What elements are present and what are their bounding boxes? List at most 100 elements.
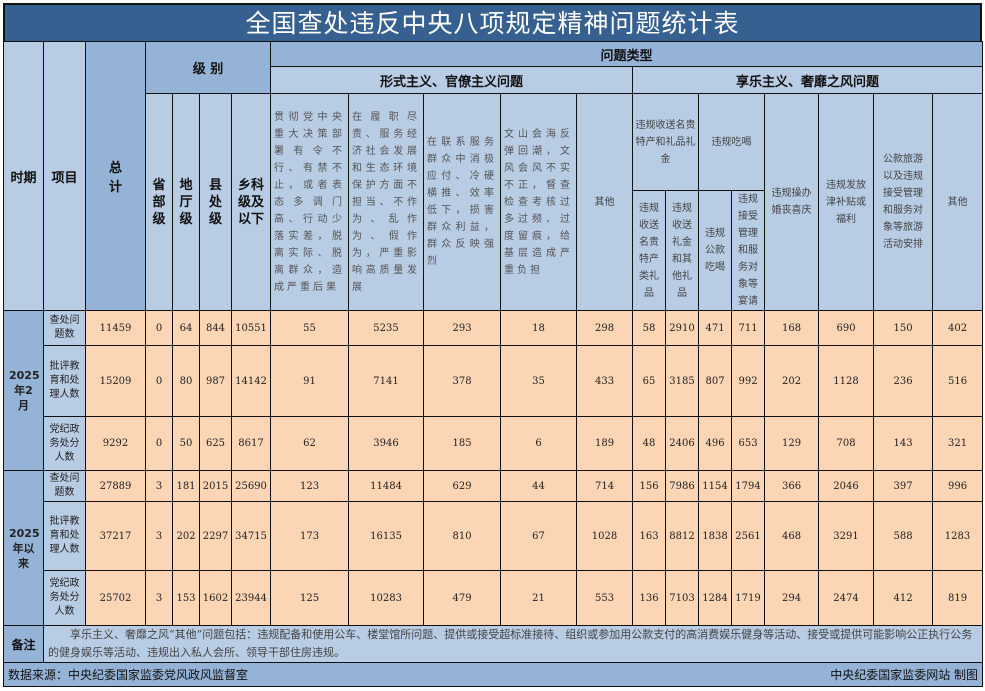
data-cell: 5235: [348, 310, 425, 346]
data-cell: 2561: [731, 501, 766, 571]
data-cell: 711: [731, 310, 766, 346]
data-cell: 16135: [348, 501, 425, 571]
data-cell: 10283: [348, 570, 425, 626]
header-other-col-3: 其他: [932, 93, 984, 311]
data-cell: 378: [423, 345, 502, 417]
table-title: 全国查处违反中央八项规定精神问题统计表: [3, 3, 982, 41]
data-cell: 173: [270, 501, 350, 571]
data-cell: 2015: [199, 470, 232, 502]
header-period: 时期: [3, 41, 44, 311]
data-cell: 1794: [731, 470, 766, 502]
credit: 中央纪委国家监委网站 制图: [830, 668, 979, 682]
row-item: 党纪政务处分人数: [43, 416, 86, 471]
data-cell: 471: [698, 310, 733, 346]
table-row: 批评教育和处理人数 15209 0 80 987 14142 91 7141 378 35 433 6…: [4, 345, 984, 417]
header-hedonism: 享乐主义、奢靡之风问题: [632, 66, 984, 94]
data-cell: 844: [199, 310, 232, 346]
data-cell: 1602: [199, 570, 232, 626]
period-label: 2025年2月: [3, 310, 44, 471]
header-formalism-col-2: 在联系服务群众中消极应付、冷硬横推、效率低下，损害群众利益，群众反映强烈: [423, 93, 502, 311]
data-cell: 588: [873, 501, 934, 571]
data-cell: 163: [632, 501, 667, 571]
data-cell: 653: [731, 416, 766, 471]
data-cell: 690: [818, 310, 875, 346]
data-cell: 298: [576, 310, 634, 346]
data-cell: 11459: [85, 310, 146, 346]
data-cell: 629: [423, 470, 502, 502]
header-formalism-col-4: 其他: [576, 93, 634, 311]
data-cell: 3185: [665, 345, 700, 417]
data-cell: 202: [764, 345, 820, 417]
data-cell: 8617: [230, 416, 272, 471]
data-cell: 468: [764, 501, 820, 571]
data-cell: 366: [764, 470, 820, 502]
data-cell: 55: [270, 310, 350, 346]
data-cell: 2406: [665, 416, 700, 471]
note-text: 享乐主义、奢靡之风“其他”问题包括：违规配备和使用公车、楼堂馆所问题、提供或接受…: [42, 625, 984, 663]
data-cell: 21: [500, 570, 578, 626]
data-cell: 64: [172, 310, 200, 346]
data-cell: 189: [576, 416, 634, 471]
table-row: 批评教育和处理人数 37217 3 202 2297 34715 173 16135 810 67…: [4, 501, 984, 571]
data-cell: 1284: [698, 570, 733, 626]
data-cell: 3: [145, 470, 173, 502]
header-level-1: 地厅级: [172, 93, 200, 311]
header-gift-col-0: 违规收送名贵特产类礼品: [632, 190, 667, 311]
row-item: 查处问题数: [43, 310, 86, 346]
data-cell: 1838: [698, 501, 733, 571]
data-cell: 62: [270, 416, 350, 471]
data-cell: 168: [764, 310, 820, 346]
data-cell: 3291: [818, 501, 875, 571]
table-row: 2025年2月 查处问题数 11459 0 64 844 10551 55 5235 293 18 2…: [3, 310, 984, 471]
data-cell: 156: [632, 470, 667, 502]
data-cell: 479: [423, 570, 502, 626]
data-cell: 7141: [348, 345, 425, 417]
data-cell: 136: [632, 570, 667, 626]
row-item: 查处问题数: [43, 470, 86, 502]
data-cell: 35: [500, 345, 578, 417]
data-cell: 8812: [665, 501, 700, 571]
header-dining-col-1: 违规接受管理和服务对象等宴请: [731, 190, 766, 311]
data-cell: 11484: [348, 470, 425, 502]
row-item: 批评教育和处理人数: [43, 501, 86, 571]
header-formalism-col-0: 贯彻党中央重大决策部署有令不行、有禁不止，或者表态多调门高、行动少落实差，脱离实…: [270, 93, 350, 311]
data-cell: 44: [500, 470, 578, 502]
data-cell: 708: [818, 416, 875, 471]
data-cell: 397: [873, 470, 934, 502]
data-source: 数据来源：中央纪委国家监委党风政风监督室: [8, 668, 249, 682]
data-cell: 15209: [85, 345, 146, 417]
header-formalism-col-3: 文山会海反弹回潮，文风会风不实不正，督查检查考核过多过频、过度留痕，给基层造成严…: [500, 93, 578, 311]
data-cell: 1154: [698, 470, 733, 502]
data-cell: 7103: [665, 570, 700, 626]
header-formalism-col-1: 在履职尽责、服务经济社会发展和生态环境保护方面不担当、不作为、乱作为、假作为，严…: [348, 93, 425, 311]
data-cell: 294: [764, 570, 820, 626]
data-cell: 496: [698, 416, 733, 471]
data-cell: 0: [145, 345, 173, 417]
data-cell: 236: [873, 345, 934, 417]
footer: 数据来源：中央纪委国家监委党风政风监督室 中央纪委国家监委网站 制图: [2, 662, 984, 687]
header-other-col-0: 违规操办婚丧喜庆: [764, 93, 820, 311]
data-cell: 992: [731, 345, 766, 417]
data-cell: 7986: [665, 470, 700, 502]
data-cell: 129: [764, 416, 820, 471]
data-cell: 714: [576, 470, 634, 502]
data-cell: 6: [500, 416, 578, 471]
data-cell: 3946: [348, 416, 425, 471]
data-cell: 516: [932, 345, 984, 417]
data-cell: 18: [500, 310, 578, 346]
data-cell: 321: [932, 416, 984, 471]
data-cell: 3: [145, 570, 173, 626]
data-cell: 25702: [85, 570, 146, 626]
data-cell: 58: [632, 310, 667, 346]
data-cell: 67: [500, 501, 578, 571]
header-problem-type: 问题类型: [270, 41, 984, 67]
data-cell: 14142: [230, 345, 272, 417]
data-cell: 25690: [230, 470, 272, 502]
header-total: 总计: [85, 41, 146, 311]
data-cell: 50: [172, 416, 200, 471]
data-cell: 202: [172, 501, 200, 571]
table-row: 2025年以来 查处问题数 27889 3 181 2015 25690 123 11484 62…: [3, 470, 984, 626]
data-cell: 123: [270, 470, 350, 502]
data-cell: 996: [932, 470, 984, 502]
data-cell: 402: [932, 310, 984, 346]
